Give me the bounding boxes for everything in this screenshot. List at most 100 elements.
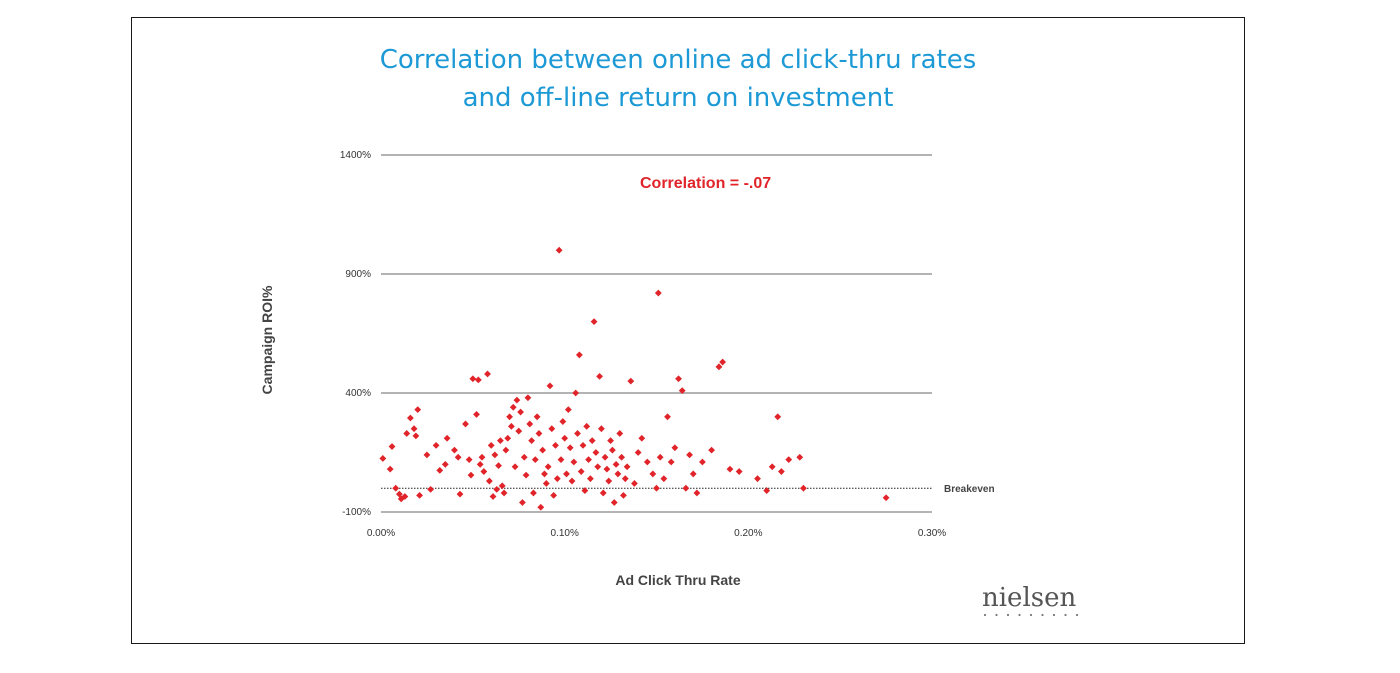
data-point bbox=[392, 484, 400, 492]
data-point bbox=[454, 453, 462, 461]
data-point bbox=[609, 446, 616, 454]
data-point bbox=[509, 403, 517, 411]
data-point bbox=[559, 418, 567, 425]
logo-dot bbox=[1075, 613, 1079, 617]
data-point bbox=[526, 420, 534, 428]
data-point bbox=[882, 494, 890, 502]
data-point bbox=[660, 475, 668, 483]
data-point bbox=[664, 413, 671, 421]
logo-dot bbox=[995, 613, 998, 617]
data-point bbox=[557, 456, 565, 464]
data-point bbox=[530, 489, 537, 497]
x-tick-label: 0.00% bbox=[367, 528, 395, 539]
data-point bbox=[620, 491, 627, 499]
data-point bbox=[596, 372, 603, 380]
data-point bbox=[410, 425, 418, 433]
data-point bbox=[774, 413, 782, 421]
data-point bbox=[686, 451, 693, 459]
data-point bbox=[671, 444, 679, 452]
data-point bbox=[800, 484, 807, 492]
data-point bbox=[517, 408, 524, 416]
data-point bbox=[522, 471, 530, 479]
data-point bbox=[581, 487, 589, 494]
data-point bbox=[675, 375, 682, 383]
data-point bbox=[566, 444, 574, 452]
logo-dot bbox=[1041, 613, 1044, 617]
data-point bbox=[693, 489, 701, 497]
data-point bbox=[575, 351, 583, 359]
x-tick-label: 0.20% bbox=[734, 528, 762, 539]
data-point bbox=[528, 437, 536, 444]
data-point bbox=[451, 446, 458, 454]
data-point bbox=[592, 449, 600, 456]
data-point bbox=[614, 470, 622, 478]
data-point bbox=[627, 377, 635, 385]
data-point bbox=[539, 446, 547, 454]
data-point bbox=[682, 484, 690, 492]
data-point bbox=[689, 470, 697, 478]
data-point bbox=[564, 406, 572, 414]
chart-title-line-2: and off-line return on investment bbox=[463, 83, 894, 113]
data-point bbox=[603, 465, 611, 473]
data-point bbox=[607, 437, 614, 444]
data-point bbox=[478, 453, 486, 461]
logo-dot bbox=[1052, 613, 1056, 617]
data-point bbox=[555, 246, 563, 254]
data-point bbox=[577, 468, 585, 475]
data-point bbox=[590, 318, 598, 325]
y-axis-ticks: 1400% 900% 400% -100% bbox=[340, 150, 371, 518]
data-point bbox=[412, 432, 420, 440]
data-point bbox=[487, 441, 495, 449]
data-point bbox=[726, 465, 734, 473]
data-point bbox=[489, 493, 497, 500]
nielsen-logo-dots bbox=[983, 613, 1079, 617]
y-tick-label: 1400% bbox=[340, 150, 371, 161]
data-point bbox=[537, 503, 545, 511]
data-point bbox=[495, 462, 502, 469]
data-point bbox=[508, 422, 515, 430]
data-point bbox=[506, 413, 513, 421]
data-point bbox=[476, 461, 484, 468]
breakeven-label: Breakeven bbox=[944, 484, 995, 495]
data-point bbox=[777, 468, 785, 475]
data-point bbox=[623, 463, 631, 471]
y-tick-label: 400% bbox=[345, 388, 371, 399]
data-point bbox=[493, 485, 501, 493]
data-point bbox=[423, 451, 431, 459]
gridlines bbox=[381, 154, 932, 513]
correlation-annotation: Correlation = -.07 bbox=[640, 175, 771, 192]
data-point bbox=[441, 461, 449, 468]
data-point bbox=[568, 477, 576, 485]
data-point bbox=[610, 499, 618, 506]
data-point bbox=[388, 443, 396, 450]
data-point bbox=[443, 434, 451, 442]
data-point bbox=[553, 475, 561, 483]
data-point bbox=[572, 389, 580, 397]
data-point bbox=[403, 430, 411, 437]
data-point bbox=[601, 453, 609, 461]
data-point bbox=[643, 458, 651, 466]
data-point bbox=[456, 490, 464, 498]
y-axis-label: Campaign ROI% bbox=[259, 285, 275, 394]
data-point bbox=[763, 487, 771, 494]
data-point bbox=[586, 475, 594, 483]
data-point bbox=[504, 434, 512, 442]
data-point bbox=[406, 414, 414, 422]
data-point bbox=[552, 441, 559, 449]
data-point bbox=[649, 470, 657, 478]
data-point bbox=[467, 471, 475, 479]
logo-dot bbox=[1018, 613, 1021, 617]
data-point bbox=[654, 289, 662, 297]
data-point bbox=[616, 430, 624, 437]
data-point bbox=[498, 482, 506, 490]
data-points bbox=[379, 246, 890, 511]
data-point bbox=[638, 434, 646, 442]
data-point bbox=[667, 458, 675, 466]
data-point bbox=[621, 475, 629, 483]
data-point bbox=[535, 430, 543, 437]
data-point bbox=[513, 396, 521, 404]
data-point bbox=[480, 468, 488, 475]
data-point bbox=[785, 456, 793, 464]
data-point bbox=[520, 453, 528, 461]
data-point bbox=[502, 446, 510, 454]
